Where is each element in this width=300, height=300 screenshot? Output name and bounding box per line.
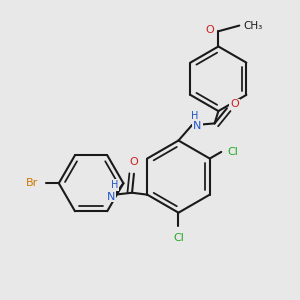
Text: N: N (193, 121, 202, 131)
Text: CH₃: CH₃ (243, 21, 262, 31)
Text: H: H (111, 180, 118, 190)
Text: H: H (191, 111, 198, 121)
Text: O: O (230, 99, 239, 110)
Text: Br: Br (26, 178, 38, 188)
Text: O: O (130, 157, 138, 167)
Text: N: N (107, 191, 115, 202)
Text: Cl: Cl (227, 147, 238, 157)
Text: O: O (206, 25, 214, 35)
Text: Cl: Cl (173, 233, 184, 243)
